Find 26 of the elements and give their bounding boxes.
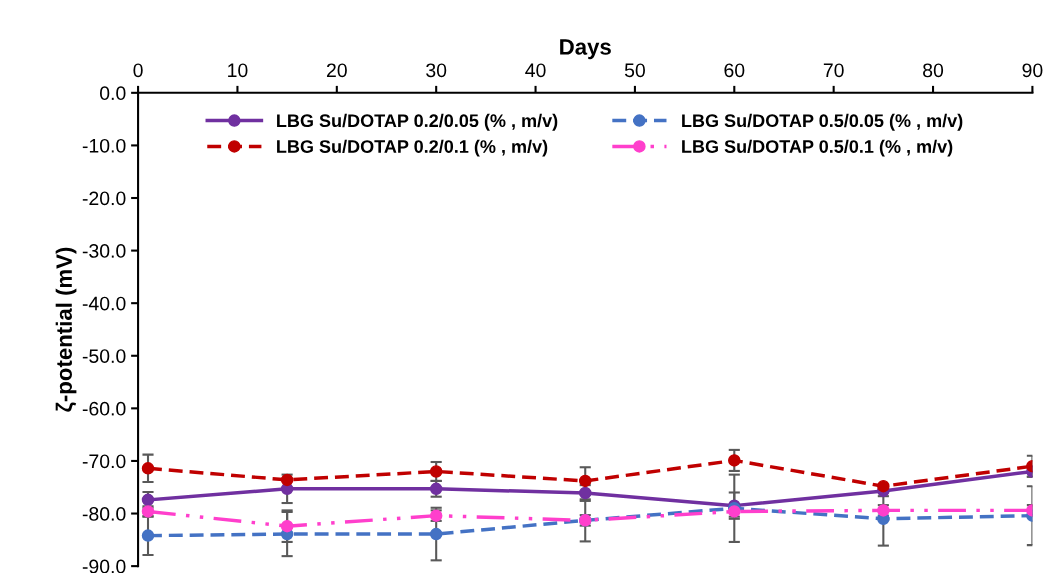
y-tick-label: -60.0 [82,401,126,416]
legend-label: LBG Su/DOTAP 0.2/0.05 (% , m/v) [277,113,558,131]
x-axis-title: Days [560,39,611,60]
y-tick-label: 0.0 [100,86,126,101]
legend-label: LBG Su/DOTAP 0.5/0.05 (% , m/v) [682,113,963,131]
x-tick-label: 50 [624,63,645,78]
legend-label: LBG Su/DOTAP 0.5/0.1 (% , m/v) [682,139,953,157]
x-tick-label: 90 [1022,63,1043,78]
y-tick-label: -80.0 [82,507,126,521]
x-tick-label: 70 [823,63,844,78]
y-tick-label: -30.0 [82,244,126,258]
x-tick-label: 80 [923,63,944,78]
x-tick-label: 10 [228,63,248,78]
x-tick-label: 30 [426,63,447,78]
y-tick-label: -20.0 [82,191,126,206]
x-tick-label: 20 [326,63,347,78]
x-tick-label: 0 [133,63,143,78]
y-tick-label: -50.0 [82,349,126,364]
x-tick-label: 60 [724,63,745,78]
y-tick-label: -90.0 [82,559,126,573]
y-tick-label: -10.0 [82,138,126,153]
legend-label: LBG Su/DOTAP 0.2/0.1 (% , m/v) [277,139,548,157]
y-tick-label: -70.0 [82,454,126,469]
y-tick-label: -40.0 [82,296,126,311]
y-axis-title: ζ-potential (mV) [55,247,77,412]
x-tick-label: 40 [525,63,546,78]
